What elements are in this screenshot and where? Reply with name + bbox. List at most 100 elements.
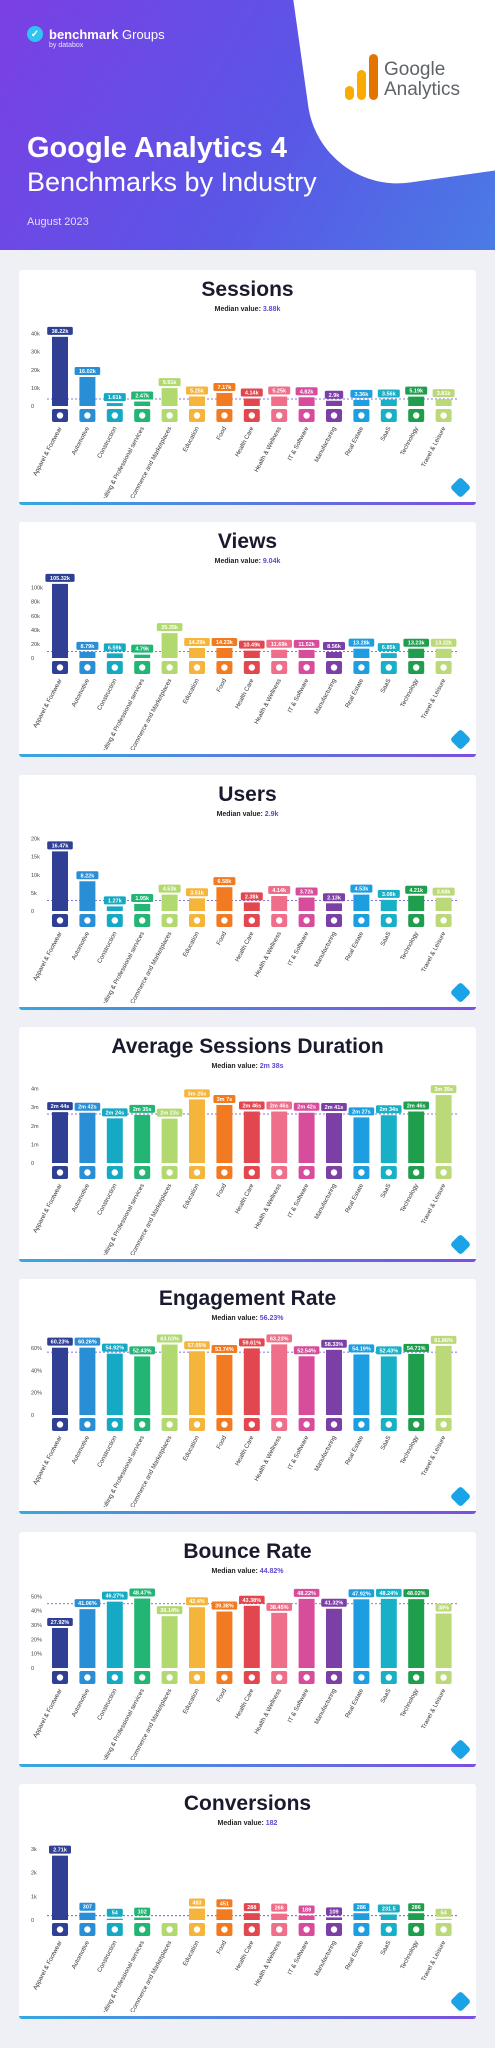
category-label: Automotive (70, 1434, 91, 1465)
data-label: 3m 7s (217, 1097, 233, 1103)
chart-card: Engagement Rate Median value: 56.23% 60% 40… (19, 1279, 476, 1514)
category-label: IT & Software (287, 1182, 311, 1219)
chart-title: Engagement Rate (158, 1287, 337, 1310)
icon-glyph (139, 412, 146, 419)
icon-glyph (276, 1674, 283, 1681)
icon-glyph (84, 664, 91, 671)
data-label: 57.05% (188, 1343, 207, 1349)
bar (271, 396, 288, 406)
bar (353, 1599, 370, 1668)
logo-text: Google Analytics (384, 59, 461, 101)
bar (189, 1351, 205, 1415)
category-label: Food (215, 1687, 228, 1703)
category-label: Health Care (234, 930, 256, 963)
bar (435, 1613, 452, 1668)
bar (106, 403, 123, 406)
bar (134, 1356, 151, 1415)
bar-group: 1.27k Construction (96, 896, 126, 965)
data-label: 2.47k (135, 394, 150, 400)
icon-glyph (111, 917, 119, 924)
data-label-bg (129, 1588, 155, 1597)
bar (189, 898, 205, 911)
y-tick-label: 20k (31, 837, 40, 843)
category-label: Health & Wellness (253, 1435, 283, 1483)
data-label: 6.58k (218, 879, 233, 885)
bar (106, 906, 123, 911)
data-label: 42.4% (189, 1599, 205, 1605)
icon-glyph (139, 1926, 146, 1933)
bar (216, 1909, 233, 1920)
category-label: Apparel & Footwear (32, 1183, 64, 1235)
data-label: 39.38% (215, 1604, 234, 1610)
category-label: Automotive (70, 1687, 91, 1718)
y-tick-label: 20k (31, 368, 40, 374)
bar (189, 1908, 205, 1920)
y-tick-label: 2m (31, 1124, 39, 1130)
bar-group: 8.22k Automotive (70, 871, 99, 961)
bar-group: 61.86% Travel & Leisure (420, 1335, 457, 1478)
category-label: Food (215, 1434, 228, 1450)
icon-glyph (111, 1926, 119, 1933)
data-label-bg (158, 378, 181, 387)
data-label: 13.23k (408, 641, 426, 647)
data-label: 2m 46s (407, 1104, 426, 1110)
bar (134, 654, 151, 658)
category-label: IT & Software (287, 1687, 311, 1724)
data-label-bg (348, 1107, 375, 1116)
data-label-bg (216, 1899, 233, 1908)
bar (134, 1598, 151, 1668)
bar-group: eCommerce and Marketplaces (128, 1923, 178, 2012)
icon-glyph (413, 917, 420, 924)
bar (52, 1347, 68, 1415)
data-label-bg (49, 1845, 71, 1854)
icon-glyph (385, 1169, 392, 1176)
category-label: Technology (399, 1182, 420, 1214)
bar-group: 41.32% Manufacturing (313, 1598, 347, 1726)
icon-glyph (221, 412, 228, 419)
bar-group: 2m 27s Real Estate (344, 1107, 375, 1214)
icon-glyph (166, 1926, 173, 1933)
icon-glyph (84, 1926, 91, 1933)
bar-group: 16.47k Apparel & Footwear (32, 841, 73, 982)
data-label-bg (324, 390, 344, 399)
page-title: Google Analytics 4 (27, 132, 287, 164)
bar-group: 2m 44s Apparel & Footwear (32, 1102, 73, 1234)
data-label-bg (377, 889, 400, 898)
bar-group: 3.51k Education (182, 888, 208, 958)
bar-group: 4.53k Real Estate (344, 884, 373, 962)
category-label: Construction (96, 1939, 119, 1973)
data-label: 41.32% (325, 1601, 344, 1607)
bar (408, 1353, 425, 1415)
bar (243, 1111, 260, 1163)
icon-glyph (413, 412, 420, 419)
data-label-bg (435, 1908, 452, 1917)
data-label-bg (298, 1905, 315, 1914)
category-label: Construction (96, 1182, 119, 1216)
data-label: 1.27k (108, 898, 123, 904)
data-label-bg (376, 1346, 402, 1355)
bar (52, 851, 68, 911)
bar-group: 189 IT & Software (287, 1905, 315, 1976)
bar (106, 653, 123, 658)
data-label: 27.92% (51, 1620, 70, 1626)
data-label: 8.79k (81, 644, 96, 650)
bar-chart: 50% 40% 30% 20% 10% 0 27.92% Apparel & Footwear… (31, 1588, 459, 1760)
bar (243, 902, 260, 911)
data-label: 4.79k (135, 647, 150, 653)
category-label: Real Estate (344, 930, 365, 962)
bar-group: 5.19k Technology (399, 386, 428, 457)
bar-group: 3.68k Travel & Leisure (420, 887, 455, 974)
category-label: SaaS (379, 1688, 392, 1705)
icon-glyph (111, 1421, 119, 1428)
bar-group: 13.28k Real Estate (344, 638, 375, 709)
bar-group: 3.72k IT & Software (287, 887, 318, 967)
data-label: 54.19% (352, 1346, 371, 1352)
icon-glyph (248, 412, 255, 419)
data-label-bg (266, 639, 292, 648)
data-label: 6.85k (382, 645, 397, 651)
bar-group: 6.59k Construction (96, 643, 126, 712)
bar (52, 583, 68, 658)
y-tick-label: 3k (31, 1847, 37, 1853)
bar-group: 2m 41s Manufacturing (313, 1103, 347, 1221)
data-label: 8.22k (81, 873, 96, 879)
